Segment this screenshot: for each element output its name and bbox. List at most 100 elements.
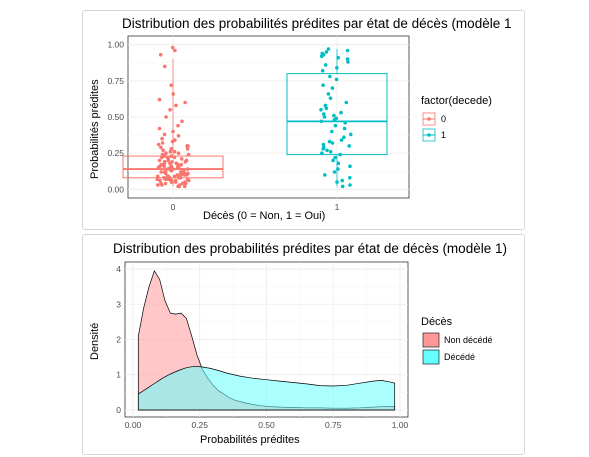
data-point	[332, 113, 336, 118]
data-point	[165, 167, 170, 171]
data-point	[328, 149, 333, 154]
data-point	[335, 66, 339, 70]
x-tick-label: 0.25	[191, 420, 208, 430]
data-point	[159, 170, 163, 174]
data-point	[348, 176, 352, 180]
boxplot-panel: Distribution des probabilités prédites p…	[82, 10, 525, 230]
data-point	[176, 184, 180, 189]
data-point	[325, 148, 329, 153]
data-point	[336, 161, 341, 166]
jitter-points	[155, 45, 353, 189]
data-point	[186, 152, 191, 157]
data-point	[331, 158, 335, 163]
data-point	[334, 77, 339, 82]
data-point	[174, 103, 178, 108]
y-tick-label: 0.25	[107, 148, 124, 158]
data-point	[164, 115, 168, 119]
data-point	[324, 106, 329, 111]
data-point	[162, 132, 167, 137]
data-point	[162, 161, 167, 166]
data-point	[159, 145, 163, 150]
data-point	[160, 155, 164, 160]
data-point	[321, 147, 325, 151]
data-point	[182, 173, 187, 177]
data-point	[179, 162, 184, 167]
y-tick-label: 0.50	[107, 112, 124, 122]
data-point	[176, 134, 181, 138]
data-point	[157, 158, 162, 163]
data-point	[161, 148, 165, 153]
data-point	[163, 177, 168, 181]
y-tick-labels: 0.00 0.25 0.50 0.75 1.00	[107, 40, 124, 195]
data-point	[340, 178, 345, 183]
data-point	[330, 86, 335, 90]
data-point	[320, 151, 324, 155]
data-point	[160, 141, 165, 145]
data-point	[326, 47, 331, 51]
data-point	[339, 110, 343, 115]
legend-title: Décès	[421, 316, 453, 328]
data-point	[321, 142, 326, 147]
data-point	[168, 161, 172, 166]
data-point	[326, 92, 331, 96]
x-tick-label: 0	[171, 202, 176, 212]
data-point	[183, 100, 187, 105]
data-point	[162, 164, 166, 168]
data-point	[328, 74, 332, 79]
data-point	[156, 142, 161, 147]
data-point	[186, 178, 191, 183]
x-tick-label: 1	[335, 202, 340, 212]
y-axis-title: Probabilités prédites	[89, 79, 101, 179]
data-point	[169, 168, 173, 173]
legend-key	[422, 332, 440, 348]
x-tick-label: 1.00	[392, 420, 409, 430]
y-tick-label: 1	[116, 370, 121, 380]
data-point	[335, 180, 339, 184]
legend-label: Non décédé	[444, 335, 493, 345]
data-point	[321, 83, 325, 87]
data-point	[183, 184, 187, 189]
data-point	[344, 100, 349, 105]
data-point	[175, 173, 180, 177]
data-point	[164, 151, 168, 155]
data-point	[347, 144, 352, 148]
data-point	[322, 115, 327, 119]
y-tick-label: 4	[116, 264, 121, 274]
y-tick-label: 3	[116, 299, 121, 309]
data-point	[170, 139, 175, 144]
data-point	[173, 48, 177, 53]
data-point	[178, 176, 183, 180]
x-tick-label: 0.50	[258, 420, 275, 430]
legend: factor(decede) 01	[421, 95, 492, 142]
data-point	[348, 164, 352, 168]
legend-key-point	[427, 117, 431, 121]
chart-title: Distribution des probabilités prédites p…	[113, 241, 507, 256]
box	[286, 73, 388, 156]
x-axis-title: Décès (0 = Non, 1 = Oui)	[203, 210, 325, 222]
data-point	[169, 147, 173, 151]
data-point	[323, 63, 328, 67]
data-point	[176, 123, 180, 128]
data-point	[333, 123, 338, 128]
legend-label: 1	[441, 130, 446, 140]
data-point	[183, 181, 188, 186]
data-point	[340, 184, 345, 189]
data-point	[180, 119, 184, 124]
data-point	[338, 152, 342, 157]
data-point	[336, 55, 340, 60]
data-point	[174, 180, 178, 184]
y-tick-label: 0.75	[107, 76, 124, 86]
data-point	[183, 160, 188, 164]
data-point	[158, 178, 162, 183]
data-point	[342, 126, 347, 131]
x-tick-labels: 0.00 0.25 0.50 0.75 1.00	[125, 420, 409, 430]
data-point	[171, 129, 175, 134]
x-tick-label: 0.75	[325, 420, 342, 430]
density-panel: Distribution des probabilités prédites p…	[82, 234, 525, 455]
data-point	[176, 151, 181, 155]
data-point	[172, 174, 177, 179]
data-point	[332, 170, 337, 174]
y-tick-label: 0.00	[107, 184, 124, 194]
data-point	[157, 126, 162, 131]
